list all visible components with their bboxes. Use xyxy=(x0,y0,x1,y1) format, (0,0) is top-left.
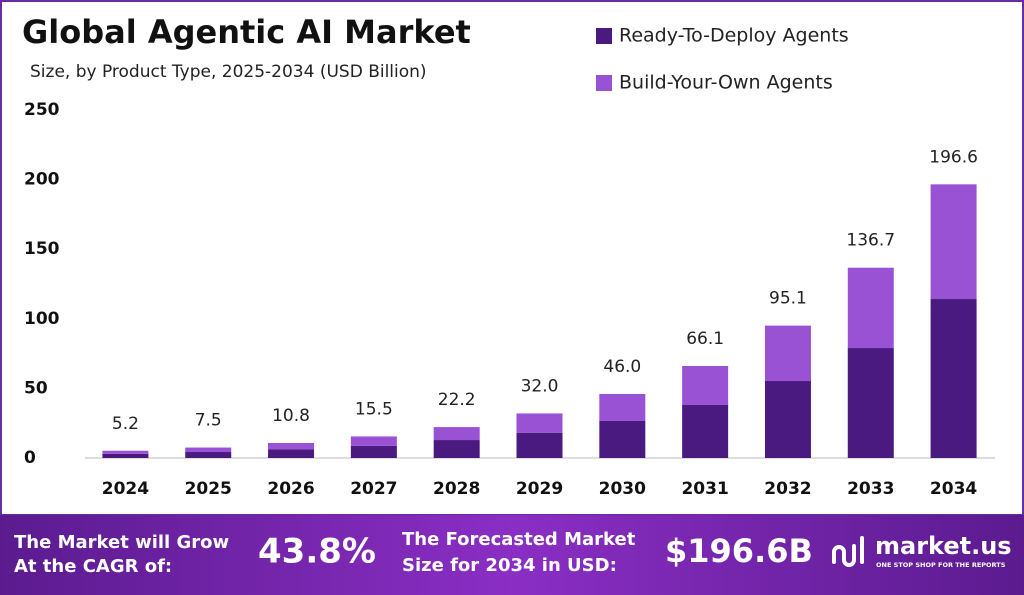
bar-segment xyxy=(433,427,480,441)
bar-segment xyxy=(433,440,480,458)
forecast-value: $196.6B xyxy=(665,532,813,570)
total-label: 10.8 xyxy=(272,406,310,426)
total-label: 5.2 xyxy=(112,414,139,434)
brand: market.us xyxy=(875,532,1012,560)
y-tick-label: 50 xyxy=(24,378,48,398)
bar-segment xyxy=(268,442,315,450)
total-label: 32.0 xyxy=(521,376,559,396)
bar-segment xyxy=(599,393,646,421)
y-tick-label: 200 xyxy=(24,170,60,190)
total-label: 196.6 xyxy=(929,147,978,167)
cagr-value: 43.8% xyxy=(258,532,376,572)
legend-label: Ready-To-Deploy Agents xyxy=(619,25,849,47)
total-label: 136.7 xyxy=(846,231,895,251)
total-label: 95.1 xyxy=(769,289,807,309)
x-tick-label: 2034 xyxy=(930,479,977,499)
bar-segment xyxy=(599,420,646,458)
bar-segment xyxy=(350,445,397,458)
forecast-text: The Forecasted Market xyxy=(402,529,636,550)
legend-swatch xyxy=(596,75,612,91)
x-tick-label: 2024 xyxy=(102,479,149,499)
total-label: 22.2 xyxy=(438,390,476,410)
bar-segment xyxy=(930,299,977,458)
chart-subtitle: Size, by Product Type, 2025-2034 (USD Bi… xyxy=(30,62,427,82)
bar-segment xyxy=(682,404,729,458)
cagr-text: At the CAGR of: xyxy=(14,556,172,577)
x-tick-label: 2033 xyxy=(847,479,894,499)
legend-label: Build-Your-Own Agents xyxy=(619,72,833,94)
legend-swatch xyxy=(596,28,612,44)
bar-segment xyxy=(268,449,315,458)
y-tick-label: 150 xyxy=(24,239,60,259)
total-label: 15.5 xyxy=(355,399,393,419)
x-tick-label: 2027 xyxy=(350,479,397,499)
total-label: 7.5 xyxy=(195,411,222,431)
cagr-text: The Market will Grow xyxy=(14,532,229,553)
x-tick-label: 2032 xyxy=(764,479,811,499)
bar-segment xyxy=(930,184,977,300)
y-tick-label: 0 xyxy=(24,448,36,468)
x-tick-label: 2030 xyxy=(599,479,646,499)
brand-logo xyxy=(832,536,864,567)
bar-segment xyxy=(516,413,563,433)
bar-segment xyxy=(682,365,729,405)
bar-segment xyxy=(102,453,149,458)
chart-title: Global Agentic AI Market xyxy=(22,13,471,51)
bar-segment xyxy=(847,348,894,458)
bar-segment xyxy=(102,450,149,454)
x-tick-label: 2025 xyxy=(185,479,232,499)
tagline: ONE STOP SHOP FOR THE REPORTS xyxy=(876,561,1006,569)
total-label: 66.1 xyxy=(686,329,724,349)
x-tick-label: 2028 xyxy=(433,479,480,499)
bar-segment xyxy=(185,447,232,453)
total-label: 46.0 xyxy=(603,357,641,377)
x-tick-label: 2029 xyxy=(516,479,563,499)
y-tick-label: 250 xyxy=(24,100,60,120)
bar-segment xyxy=(185,452,232,458)
bar-segment xyxy=(847,267,894,349)
x-tick-label: 2031 xyxy=(681,479,728,499)
bar-segment xyxy=(764,381,811,458)
forecast-text: Size for 2034 in USD: xyxy=(402,555,617,576)
bar-segment xyxy=(516,432,563,458)
x-tick-label: 2026 xyxy=(267,479,314,499)
bar-segment xyxy=(764,325,811,382)
bar-segment xyxy=(350,436,397,446)
y-tick-label: 100 xyxy=(24,309,60,329)
